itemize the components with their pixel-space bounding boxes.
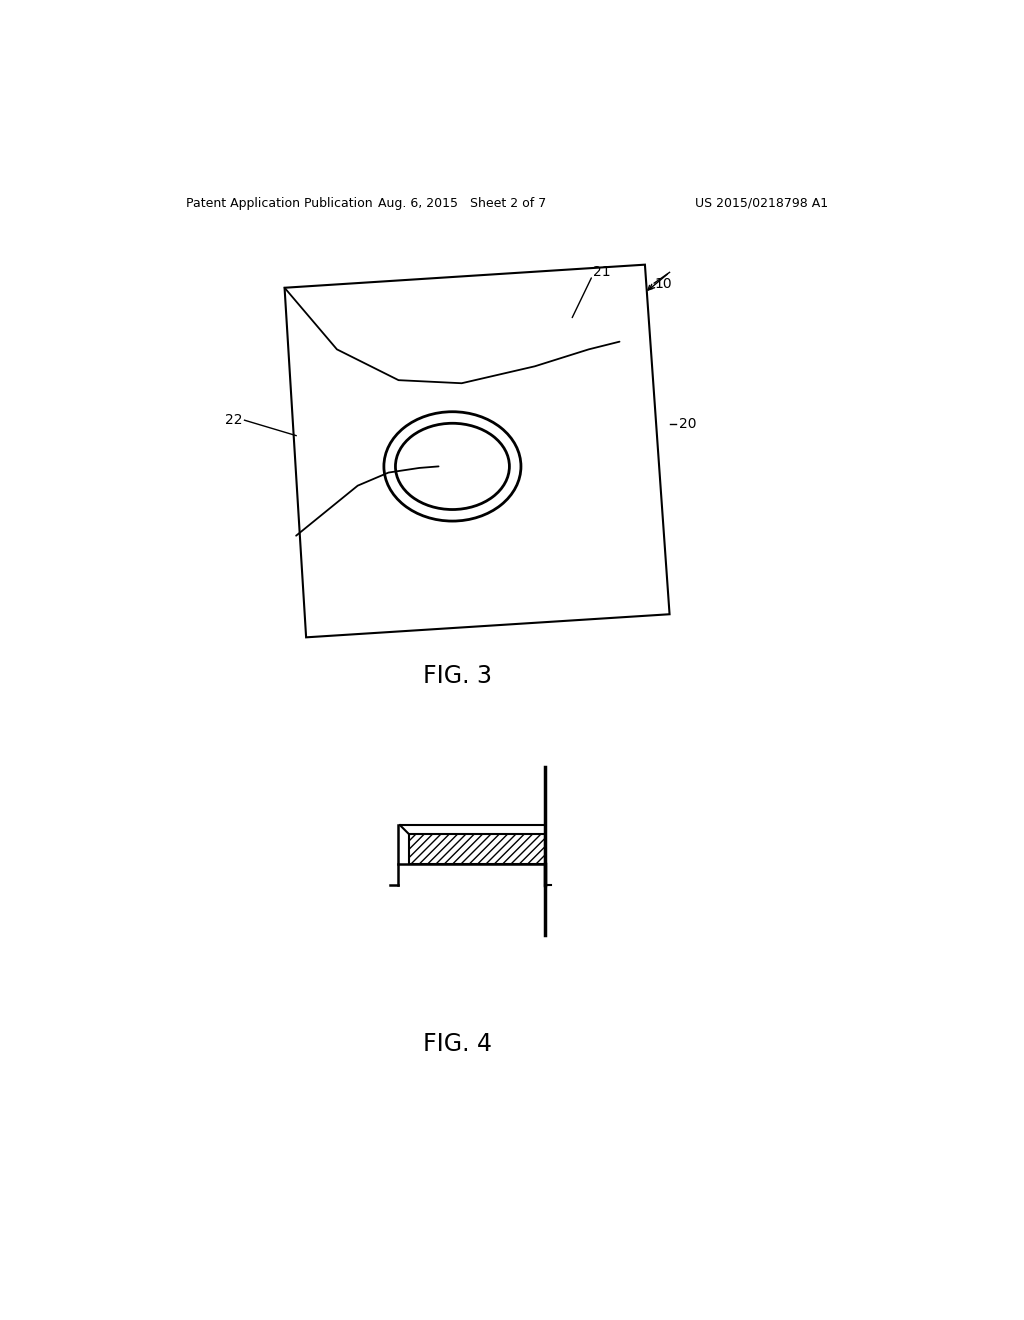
Text: FIG. 3: FIG. 3 xyxy=(423,664,493,688)
Text: 10: 10 xyxy=(654,277,672,290)
Text: 21: 21 xyxy=(593,265,610,280)
Polygon shape xyxy=(410,834,545,863)
Text: FIG. 4: FIG. 4 xyxy=(423,1032,493,1056)
Text: US 2015/0218798 A1: US 2015/0218798 A1 xyxy=(695,197,828,210)
Text: Patent Application Publication: Patent Application Publication xyxy=(186,197,373,210)
Text: 20: 20 xyxy=(679,417,696,432)
Text: Aug. 6, 2015   Sheet 2 of 7: Aug. 6, 2015 Sheet 2 of 7 xyxy=(378,197,546,210)
Text: 22: 22 xyxy=(224,413,243,428)
